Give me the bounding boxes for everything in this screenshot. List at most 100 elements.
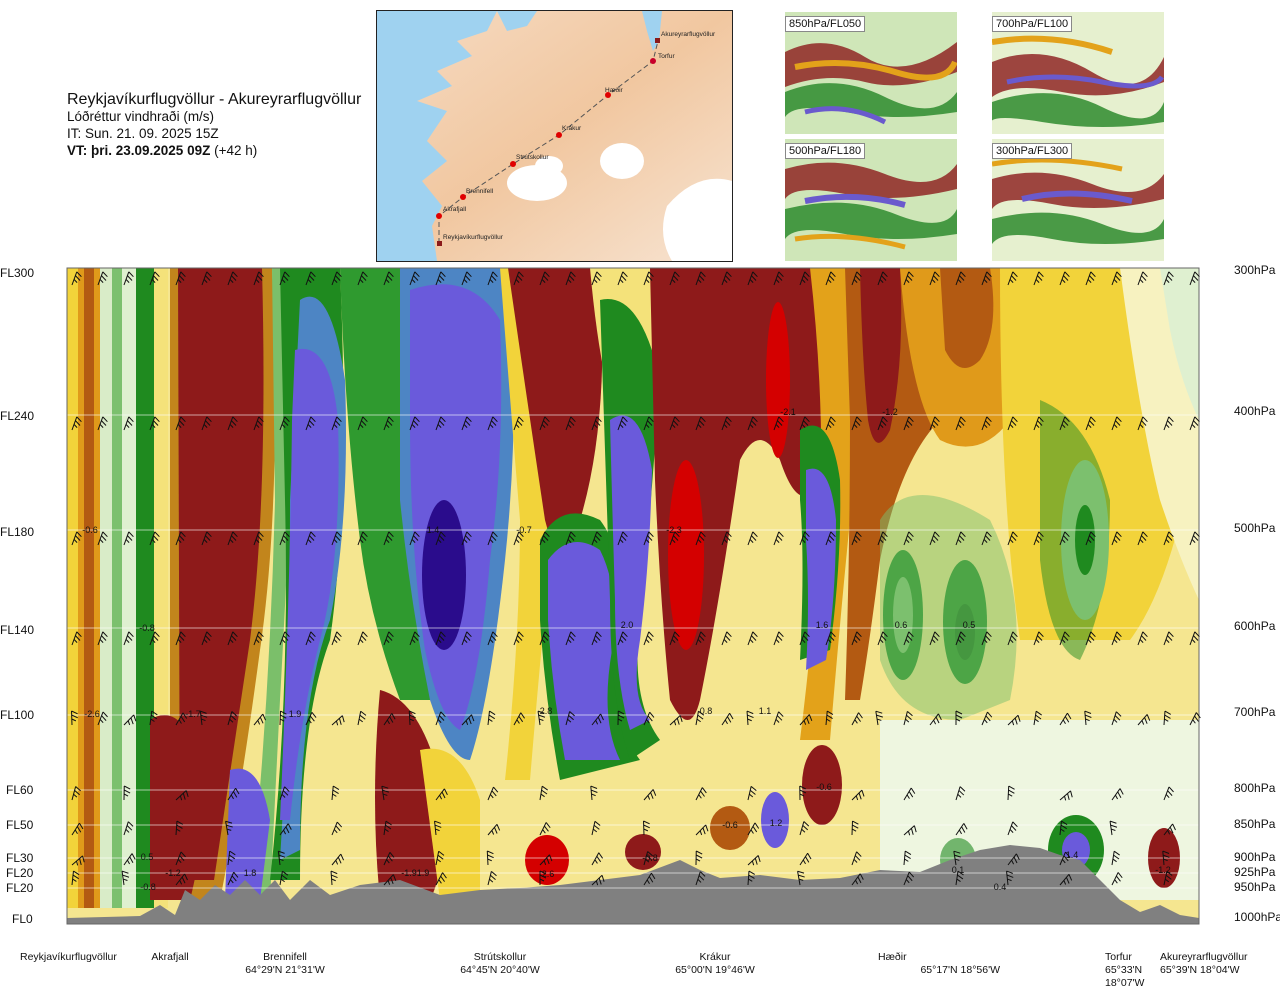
station-name: Akrafjall — [151, 951, 189, 963]
wind-barb — [71, 271, 82, 286]
wind-barb — [1189, 531, 1200, 546]
wind-barb — [981, 531, 992, 546]
variable-label: Lóðréttur vindhraði (m/s) — [67, 109, 215, 124]
wind-barb — [175, 416, 186, 431]
value-annotation: -2.6 — [84, 709, 100, 719]
station-coord: 65°00'N 19°46'W — [675, 964, 755, 976]
wind-barb — [331, 271, 342, 286]
wind-barb — [1059, 631, 1070, 646]
wind-barb — [435, 416, 446, 431]
value-annotation: 0.4 — [994, 882, 1007, 892]
wind-barb — [903, 871, 915, 886]
wind-barb — [721, 416, 732, 431]
wind-barb — [1084, 710, 1092, 726]
route-map-svg: Akureyrarflugvöllur Torfur Hæðir Krákur … — [377, 11, 732, 261]
wind-barb — [435, 872, 447, 886]
wind-barb — [1162, 850, 1170, 866]
wind-barb — [746, 710, 754, 726]
wind-barb — [591, 416, 602, 431]
wind-barb — [331, 853, 345, 866]
value-annotations: -0.6 -0.8 -0.8 -1.7 1.9 1.8 1.9 1.4 -0.7 2.0 2.8 -2… — [82, 407, 1171, 892]
wind-barb — [537, 710, 546, 726]
wind-barb — [1059, 416, 1070, 431]
wind-barb — [199, 710, 208, 726]
wind-barb — [409, 271, 420, 286]
station-name: Akureyrarflugvöllur — [1160, 951, 1248, 963]
wind-barb — [225, 820, 233, 836]
fl-label: FL20 — [6, 881, 34, 895]
wind-barb — [408, 710, 416, 726]
wind-barb — [97, 416, 108, 431]
wind-barb — [435, 711, 446, 726]
wind-barb — [643, 789, 657, 801]
wind-barb — [1085, 416, 1096, 431]
wind-barb — [279, 271, 290, 286]
wind-barb — [227, 416, 238, 431]
wind-barb — [513, 416, 524, 431]
wind-barb — [799, 714, 813, 726]
wind-barb — [591, 820, 601, 836]
wind-barb — [669, 531, 680, 546]
wind-barb — [695, 871, 706, 886]
wind-barb — [461, 714, 475, 726]
wind-barb — [721, 531, 732, 546]
value-annotation: -1.7 — [185, 709, 201, 719]
wind-barb — [929, 416, 940, 431]
wind-barb — [929, 631, 940, 646]
wind-barb — [175, 631, 186, 646]
thumbnail-700hpa-label: 700hPa/FL100 — [992, 16, 1073, 32]
wind-barb — [227, 850, 236, 866]
wind-barb — [851, 416, 862, 431]
wind-barb — [1109, 820, 1118, 836]
station-label-torfur: Torfur 65°33'N 18°07'W — [1105, 951, 1165, 990]
value-annotation: -2.3 — [666, 525, 682, 535]
wind-barb — [1163, 786, 1174, 801]
wind-barb — [1007, 271, 1018, 286]
wind-barb — [1189, 712, 1201, 726]
wind-barb — [565, 631, 576, 646]
wind-barb — [955, 786, 966, 801]
station-label-reykjavik: Reykjavíkurflugvöllur — [20, 951, 120, 964]
wind-barb — [591, 874, 605, 886]
thumbnail-700hpa[interactable]: 700hPa/FL100 — [992, 12, 1164, 134]
value-annotation: -0.8 — [140, 882, 156, 892]
thumbnail-300hpa[interactable]: 300hPa/FL300 — [992, 139, 1164, 261]
wind-barb — [875, 710, 883, 726]
wind-barb — [695, 631, 706, 646]
station-coord: 65°17'N 18°56'W — [920, 964, 1000, 976]
wind-barb — [825, 416, 836, 431]
wind-barb — [121, 870, 130, 886]
wind-barb — [383, 531, 394, 546]
wind-barb — [955, 823, 968, 836]
fl-label: FL140 — [0, 623, 35, 637]
hpa-label: 500hPa — [1234, 521, 1276, 535]
thumbnail-500hpa-label: 500hPa/FL180 — [785, 143, 866, 159]
wind-barb — [487, 416, 498, 431]
wind-barb — [357, 710, 367, 726]
value-annotation: 0.1 — [952, 865, 965, 875]
wind-barb — [565, 416, 576, 431]
wind-barb — [409, 531, 420, 546]
wind-barb — [279, 631, 290, 646]
hpa-label: 850hPa — [1234, 817, 1276, 831]
wind-barb — [201, 531, 212, 546]
wind-barb — [825, 531, 836, 546]
wind-barb — [981, 271, 992, 286]
wind-barb — [539, 631, 550, 646]
hpa-label: 700hPa — [1234, 705, 1276, 719]
wind-barb — [71, 855, 85, 866]
wind-barb — [513, 531, 524, 546]
thumbnail-850hpa[interactable]: 850hPa/FL050 — [785, 12, 957, 134]
wind-barb — [669, 271, 680, 286]
wind-barb — [851, 631, 862, 646]
wind-barb — [695, 710, 705, 726]
route-map: Akureyrarflugvöllur Torfur Hæðir Krákur … — [376, 10, 733, 262]
station-label-strutskollur: Strútskollur 64°45'N 20°40'W — [450, 951, 550, 977]
wind-barb — [1111, 631, 1122, 646]
value-annotation: -0.6 — [816, 782, 832, 792]
thumbnail-500hpa[interactable]: 500hPa/FL180 — [785, 139, 957, 261]
wind-barb — [383, 631, 394, 646]
wind-barb — [1137, 416, 1148, 431]
wind-barb — [331, 631, 342, 646]
value-annotation: 2.0 — [621, 620, 634, 630]
